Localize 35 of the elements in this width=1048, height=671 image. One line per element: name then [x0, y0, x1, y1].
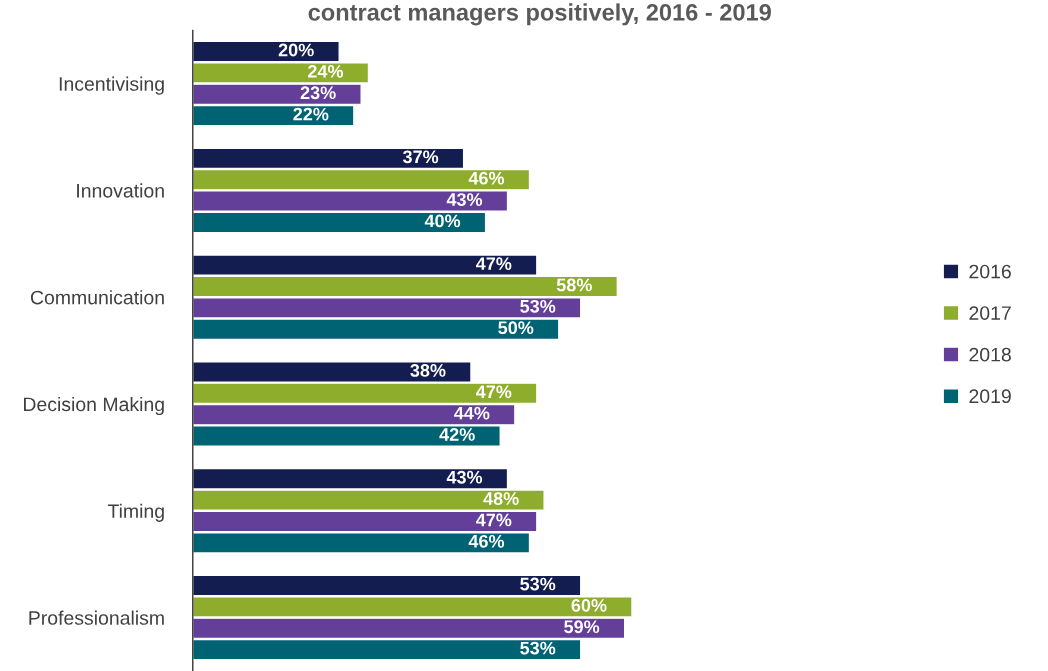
data-label: 47% [476, 257, 512, 270]
data-label: 53% [520, 299, 556, 313]
y-tick-label: Innovation [77, 183, 164, 198]
data-label: 59% [564, 620, 600, 634]
data-label: 46% [468, 171, 505, 185]
data-label: 43% [446, 470, 483, 484]
y-tick-label: Timing [107, 503, 164, 522]
data-label: 44% [454, 406, 490, 420]
data-label: 38% [410, 364, 446, 377]
data-label: 20% [278, 43, 314, 57]
data-label: 53% [520, 641, 556, 655]
data-label: 48% [483, 492, 519, 505]
chart-title: contract managers positively, 2016 - 2019 [308, 3, 771, 26]
data-label: 42% [439, 428, 475, 441]
data-label: 43% [446, 193, 483, 206]
data-label: 53% [520, 577, 556, 591]
legend-label: 2019 [969, 389, 1011, 404]
data-label: 47% [476, 513, 512, 527]
data-label: 40% [424, 214, 461, 228]
y-tick-label: Professionalism [29, 610, 164, 625]
data-label: 37% [402, 150, 439, 164]
y-tick-label: Decision Making [24, 396, 164, 416]
data-label: 60% [571, 598, 607, 612]
y-tick-label: Incentivising [59, 76, 164, 95]
y-tick-label: Communication [30, 290, 164, 305]
data-label: 23% [300, 86, 336, 100]
legend-label: 2016 [969, 264, 1011, 279]
data-label: 24% [308, 64, 344, 78]
data-label: 46% [468, 534, 505, 548]
data-label: 58% [556, 278, 592, 292]
data-label: 50% [498, 321, 534, 335]
data-label: 47% [476, 385, 512, 399]
legend-label: 2017 [969, 306, 1011, 320]
data-label: 22% [293, 107, 329, 121]
legend-label: 2018 [969, 347, 1011, 362]
